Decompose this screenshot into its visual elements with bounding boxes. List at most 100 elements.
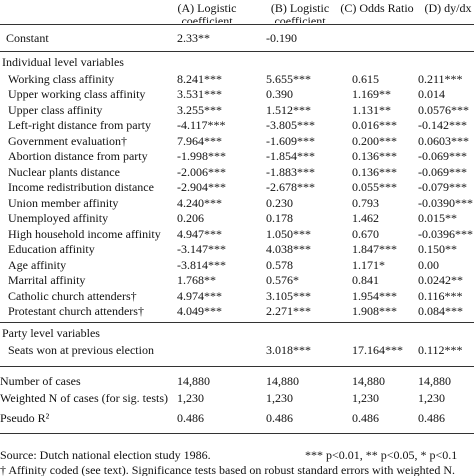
- cell: 1.050***: [266, 226, 311, 241]
- cell: -1.998***: [177, 149, 226, 164]
- cell: 0.578: [266, 257, 293, 272]
- cell: 1.847***: [352, 242, 397, 257]
- cell: 0.576*: [266, 273, 299, 288]
- cell: 3.018***: [266, 343, 311, 357]
- row-label: Number of cases: [0, 374, 81, 388]
- cell: -2.678***: [266, 180, 315, 195]
- cell: 0.178: [266, 211, 293, 226]
- cell: 0.0576***: [418, 102, 469, 117]
- row-label: Government evaluation†: [8, 133, 127, 148]
- column-header: (C) Odds Ratio: [340, 2, 414, 15]
- cell: 0.486: [352, 411, 379, 425]
- row-label: Pseudo R²: [0, 411, 50, 425]
- row-label: Income redistribution distance: [8, 180, 154, 195]
- cell: 3.531***: [177, 87, 222, 102]
- cell: 1.512***: [266, 102, 311, 117]
- rule: [0, 24, 474, 25]
- cell: 0.211***: [418, 72, 463, 86]
- row-label: Union member affinity: [8, 195, 119, 210]
- cell: -0.190: [266, 31, 297, 45]
- column-header: (B) Logistic coefficient: [270, 2, 330, 23]
- cell: 1.131**: [352, 102, 391, 117]
- row-label: Nuclear plants distance: [8, 164, 120, 179]
- row-label: Seats won at previous election: [8, 343, 154, 357]
- row-label: Weighted N of cases (for sig. tests): [0, 391, 168, 405]
- row-label: Age affinity: [8, 257, 67, 272]
- column-header: (A) Logistic coefficient: [177, 2, 237, 23]
- cell: 14,880: [177, 374, 210, 388]
- row-label: Upper working class affinity: [8, 87, 146, 102]
- cell: 0.200***: [352, 133, 397, 148]
- cell: 4.038***: [266, 242, 311, 257]
- cell: 4.049***: [177, 304, 222, 319]
- cell: 14,880: [418, 374, 451, 388]
- cell: 1.768**: [177, 273, 216, 288]
- cell: 0.055***: [352, 180, 397, 195]
- cell: 1,230: [352, 391, 379, 405]
- cell: 0.0603***: [418, 133, 469, 148]
- row-label: Education affinity: [8, 242, 95, 257]
- cell: 0.150**: [418, 242, 457, 257]
- cell: -2.006***: [177, 164, 226, 179]
- cell: 0.841: [352, 273, 379, 288]
- column-header: (D) dy/dx: [424, 2, 472, 15]
- cell: 0.670: [352, 226, 379, 241]
- cell: 0.116***: [418, 288, 463, 303]
- row-label: Left-right distance from party: [8, 118, 151, 133]
- cell: 4.974***: [177, 288, 222, 303]
- cell: 1.462: [352, 211, 379, 226]
- cell: 2.271***: [266, 304, 311, 319]
- row-label: Abortion distance from party: [8, 149, 148, 164]
- cell: -0.142***: [418, 118, 467, 133]
- rule: [0, 322, 474, 323]
- cell: 0.206: [177, 211, 204, 226]
- cell: 4.947***: [177, 226, 222, 241]
- cell: 1,230: [177, 391, 204, 405]
- section-label: Individual level variables: [2, 55, 124, 69]
- cell: -0.079***: [418, 180, 467, 195]
- cell: -0.069***: [418, 164, 467, 179]
- row-label: Constant: [6, 31, 49, 45]
- cell: 0.015**: [418, 211, 457, 226]
- cell: 1.169**: [352, 87, 391, 102]
- row-label: Catholic church attenders†: [8, 288, 137, 303]
- cell: 1.908***: [352, 304, 397, 319]
- cell: -0.0390***: [418, 195, 473, 210]
- cell: 3.255***: [177, 102, 222, 117]
- cell: 0.390: [266, 87, 293, 102]
- row-label: High household income affinity: [8, 226, 161, 241]
- cell: -0.0396***: [418, 226, 473, 241]
- cell: 0.230: [266, 195, 293, 210]
- cell: 1,230: [266, 391, 293, 405]
- rule: [0, 51, 474, 52]
- cell: 2.33**: [177, 31, 210, 45]
- cell: -0.069***: [418, 149, 467, 164]
- cell: -4.117***: [177, 118, 226, 133]
- cell: 0.016***: [352, 118, 397, 133]
- cell: 1.171*: [352, 257, 385, 272]
- cell: 0.793: [352, 195, 379, 210]
- cell: 0.112***: [418, 343, 463, 357]
- section-label: Party level variables: [2, 326, 100, 340]
- cell: 0.486: [418, 411, 445, 425]
- cell: 14,880: [266, 374, 299, 388]
- cell: 1.954***: [352, 288, 397, 303]
- cell: 14,880: [352, 374, 385, 388]
- rule: [0, 433, 474, 434]
- cell: 7.964***: [177, 133, 222, 148]
- dagger-note: † Affinity coded (see text). Significanc…: [0, 463, 455, 476]
- cell: -3.147***: [177, 242, 226, 257]
- cell: -3.805***: [266, 118, 315, 133]
- significance-note: *** p<0.01, ** p<0.05, * p<0.1: [305, 448, 458, 462]
- cell: 17.164***: [352, 343, 403, 357]
- cell: 3.105***: [266, 288, 311, 303]
- row-label: Unemployed affinity: [8, 211, 109, 226]
- cell: 0.615: [352, 72, 379, 86]
- cell: -1.609***: [266, 133, 315, 148]
- cell: 0.00: [418, 257, 439, 272]
- cell: 4.240***: [177, 195, 222, 210]
- row-label: Upper class affinity: [8, 102, 103, 117]
- row-label: Working class affinity: [8, 72, 115, 86]
- cell: 0.486: [177, 411, 204, 425]
